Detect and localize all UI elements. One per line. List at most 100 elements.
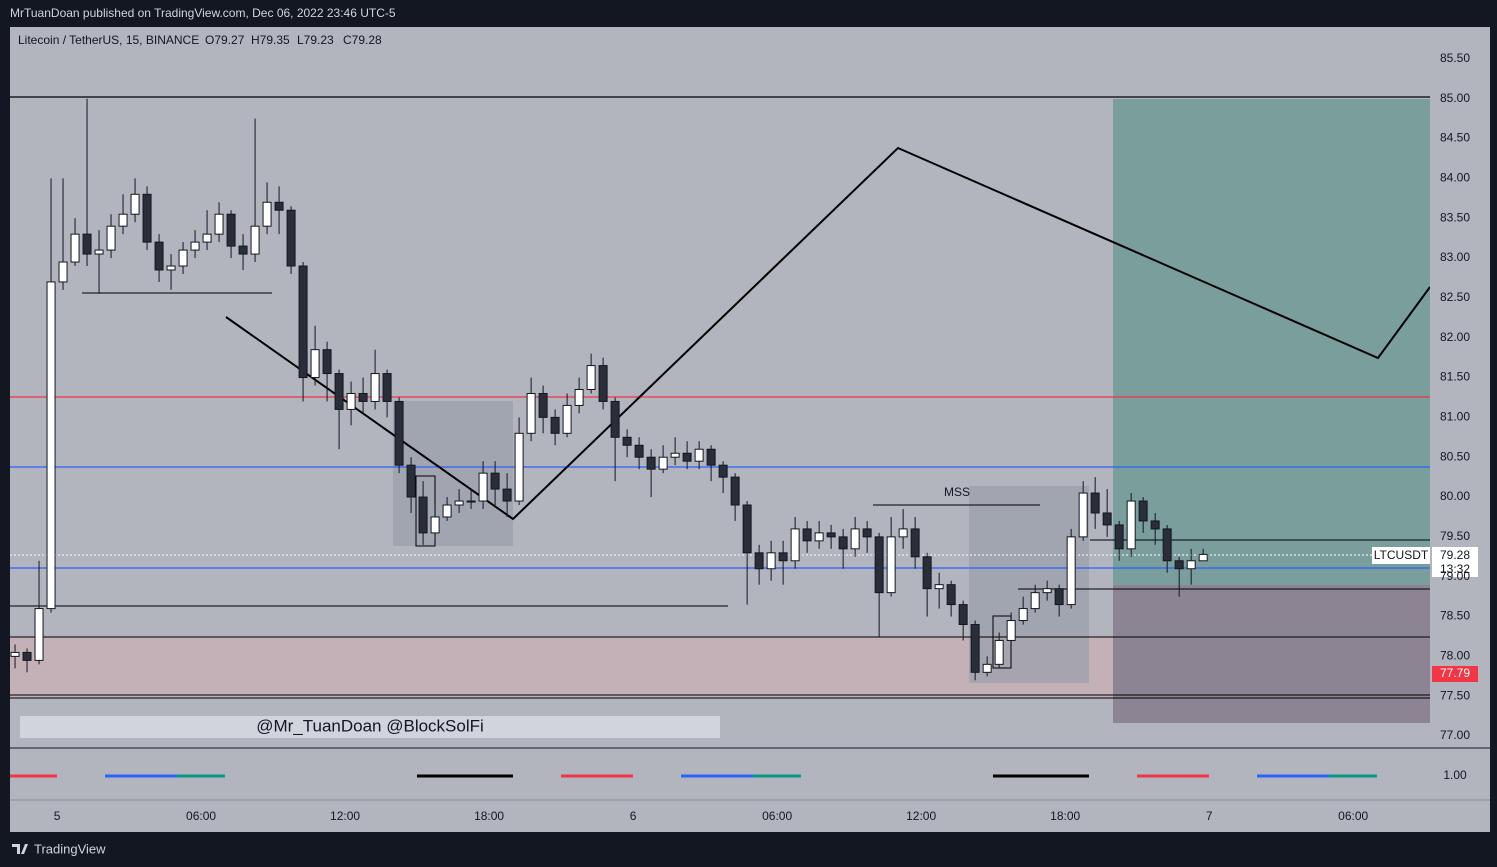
y-tick-label: 80.00: [1440, 489, 1470, 503]
x-tick-label: 06:00: [1338, 809, 1368, 823]
candle-body: [1102, 512, 1112, 526]
candle-body: [958, 604, 968, 626]
candle-body: [1138, 500, 1148, 522]
y-tick-label: 84.00: [1440, 171, 1470, 185]
candle-body: [790, 528, 800, 562]
indicator-tick: 1.00: [1443, 768, 1467, 782]
y-tick-label: 85.00: [1440, 91, 1470, 105]
candle-body: [718, 464, 728, 478]
candle-body: [82, 233, 92, 255]
candle-body: [190, 241, 200, 251]
candle-body: [1198, 553, 1208, 562]
y-tick-label: 83.50: [1440, 210, 1470, 224]
candle-body: [322, 349, 332, 375]
candle-body: [766, 552, 776, 570]
candle-body: [1042, 588, 1052, 594]
symbol-label: LTCUSDT: [1374, 548, 1429, 562]
price-axis: [1430, 27, 1490, 832]
candle-body: [1066, 536, 1076, 606]
candle-body: [730, 476, 740, 506]
candle-body: [562, 404, 572, 434]
candle-body: [778, 552, 788, 562]
candle-body: [466, 500, 476, 503]
x-tick-label: 5: [54, 809, 61, 823]
projection: [225, 146, 1431, 521]
candle-body: [1162, 528, 1172, 562]
candle-body: [262, 201, 272, 227]
candle-body: [670, 452, 680, 458]
candle-body: [430, 516, 440, 534]
candle-body: [514, 432, 524, 502]
candle-body: [1126, 500, 1136, 550]
candle-body: [898, 528, 908, 538]
watermark: @Mr_TuanDoan @BlockSolFi: [256, 716, 484, 735]
candle-body: [310, 349, 320, 379]
candle-body: [178, 249, 188, 267]
candle-body: [646, 456, 656, 470]
candle-body: [346, 392, 356, 410]
countdown: 13:32: [1440, 562, 1470, 576]
y-tick-label: 78.00: [1440, 649, 1470, 663]
candle-body: [118, 213, 128, 227]
candle-body: [94, 249, 104, 255]
candle-body: [934, 584, 944, 590]
candle-body: [754, 552, 764, 570]
y-tick-label: 78.50: [1440, 609, 1470, 623]
candle-body: [1114, 524, 1124, 550]
candle-body: [802, 528, 812, 542]
candle-body: [922, 556, 932, 590]
candle-body: [838, 536, 848, 550]
ohlc-value: H79.35: [251, 33, 290, 47]
x-tick-label: 12:00: [906, 809, 936, 823]
candle-body: [742, 504, 752, 554]
brand: TradingView: [34, 841, 106, 856]
candle-body: [286, 209, 296, 267]
candle-body: [406, 464, 416, 498]
candle-body: [970, 624, 980, 673]
candle-body: [202, 233, 212, 243]
x-tick-label: 7: [1206, 809, 1213, 823]
candle-body: [526, 392, 536, 434]
x-tick-label: 18:00: [1050, 809, 1080, 823]
last-price-tag: [1432, 547, 1478, 577]
y-tick-label: 79.00: [1440, 569, 1470, 583]
x-tick-label: 6: [630, 809, 637, 823]
x-tick-label: 18:00: [474, 809, 504, 823]
candle-body: [1006, 620, 1016, 641]
candle-body: [250, 225, 260, 255]
candle-body: [1018, 608, 1028, 622]
candle-body: [598, 365, 608, 402]
candle-body: [610, 400, 620, 438]
ohlc-value: O79.27: [205, 33, 245, 47]
y-tick-label: 83.00: [1440, 250, 1470, 264]
candle-body: [550, 416, 560, 434]
candle-body: [694, 448, 704, 462]
y-tick-label: 77.50: [1440, 688, 1470, 702]
y-tick-label: 81.00: [1440, 410, 1470, 424]
candle-body: [910, 528, 920, 558]
candle-body: [538, 392, 548, 418]
candle-body: [490, 472, 500, 490]
candle-body: [1090, 492, 1100, 514]
y-tick-label: 84.50: [1440, 131, 1470, 145]
candle-body: [826, 532, 836, 538]
candle-body: [358, 392, 368, 402]
x-tick-label: 12:00: [330, 809, 360, 823]
candle-body: [586, 365, 596, 390]
candle-body: [298, 265, 308, 379]
ohlc-value: L79.23: [297, 33, 334, 47]
candle-body: [382, 373, 392, 402]
candle-body: [226, 213, 236, 247]
candle-body: [862, 528, 872, 538]
ohlc-value: C79.28: [343, 33, 382, 47]
candle-body: [274, 201, 284, 211]
logo: [12, 844, 28, 854]
candle-body: [682, 452, 692, 462]
candle-body: [886, 536, 896, 594]
y-tick-label: 80.50: [1440, 449, 1470, 463]
candle-body: [1054, 588, 1064, 606]
watermark-bg: [20, 716, 720, 738]
stop-zone: [1113, 585, 1430, 723]
